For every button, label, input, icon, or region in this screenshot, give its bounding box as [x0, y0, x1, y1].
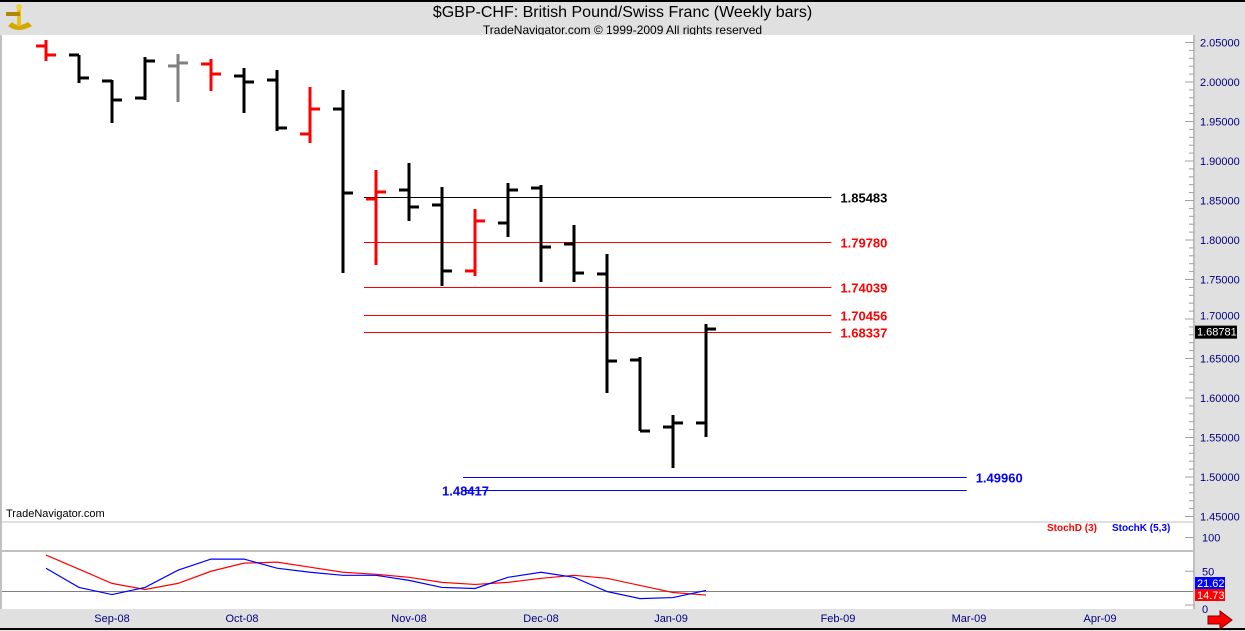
last-price-label: 1.68781	[1197, 327, 1237, 339]
watermark-text: TradeNavigator.com	[6, 508, 105, 520]
x-tick-label: Nov-08	[391, 613, 426, 625]
stoch-line-d	[45, 554, 707, 596]
x-tick-label: Dec-08	[523, 613, 558, 625]
ohlc-bar	[333, 89, 353, 274]
legend-stochk: StochK (5,3)	[1112, 523, 1170, 534]
level-label: 1.70456	[840, 309, 887, 324]
ohlc-bar	[696, 323, 716, 438]
stoch-value-label: 14.73	[1197, 590, 1225, 602]
ohlc-bar	[663, 414, 683, 468]
y-tick-label: 1.75000	[1200, 275, 1240, 287]
y-tick-label: 1.45000	[1200, 512, 1240, 524]
x-tick-label: Sep-08	[94, 613, 129, 625]
stoch-y-tick-label: 100	[1202, 533, 1220, 545]
ohlc-bar	[432, 186, 452, 286]
ohlc-bar	[36, 39, 56, 61]
ohlc-bar	[135, 57, 155, 101]
level-label: 1.49960	[976, 471, 1023, 486]
ohlc-bar	[597, 253, 617, 394]
x-tick-label: Apr-09	[1084, 613, 1117, 625]
last-price-badge	[1195, 325, 1237, 339]
ohlc-bar	[630, 356, 650, 433]
y-tick-label: 1.65000	[1200, 354, 1240, 366]
stoch-value-label: 21.62	[1197, 578, 1225, 590]
legend-stochd: StochD (3)	[1047, 523, 1097, 534]
stoch-value-badge	[1195, 589, 1225, 601]
level-label: 1.48417	[442, 484, 489, 499]
x-tick-label: Feb-09	[821, 613, 856, 625]
y-tick-label: 1.80000	[1200, 235, 1240, 247]
y-tick-label: 2.05000	[1200, 38, 1240, 50]
price-panel	[2, 35, 1193, 521]
y-tick-label: 1.70000	[1200, 311, 1240, 323]
ohlc-bar	[399, 162, 419, 221]
stoch-value-badge	[1195, 577, 1225, 589]
stoch-y-tick-label: 0	[1202, 604, 1208, 616]
level-label: 1.74039	[840, 281, 887, 296]
ohlc-bar	[168, 54, 188, 102]
y-tick-label: 1.95000	[1200, 117, 1240, 129]
y-tick-label: 1.85000	[1200, 196, 1240, 208]
ohlc-bar	[498, 182, 518, 237]
y-tick-label: 1.60000	[1200, 393, 1240, 405]
stochastic-panel	[2, 523, 1193, 609]
ohlc-bar	[465, 209, 485, 277]
y-tick-label: 1.50000	[1200, 472, 1240, 484]
ohlc-bar	[102, 79, 122, 124]
logo-sextant-icon	[6, 4, 32, 30]
chart-subtitle: TradeNavigator.com © 1999-2009 All right…	[482, 23, 763, 37]
stoch-y-tick-label: 50	[1202, 566, 1214, 578]
y-tick-label: 1.55000	[1200, 433, 1240, 445]
level-label: 1.68337	[840, 326, 887, 341]
level-label: 1.85483	[840, 191, 887, 206]
ohlc-bar	[69, 53, 89, 84]
window-top-border	[0, 0, 1245, 2]
y-tick-label: 2.00000	[1200, 77, 1240, 89]
ohlc-bar	[531, 185, 551, 283]
chart-title: $GBP-CHF: British Pound/Swiss Franc (Wee…	[432, 4, 813, 21]
stoch-line-k	[45, 558, 707, 600]
x-tick-label: Oct-08	[226, 613, 259, 625]
ohlc-bar	[300, 86, 320, 143]
ohlc-bar	[234, 68, 254, 113]
scroll-right-arrow-icon[interactable]	[1207, 610, 1233, 630]
ohlc-bar	[564, 224, 584, 283]
ohlc-bar	[201, 59, 221, 92]
x-tick-label: Mar-09	[952, 613, 987, 625]
ohlc-bar	[366, 170, 386, 265]
x-tick-label: Jan-09	[654, 613, 688, 625]
y-tick-label: 1.90000	[1200, 156, 1240, 168]
ohlc-bar	[267, 69, 287, 131]
level-label: 1.79780	[840, 236, 887, 251]
